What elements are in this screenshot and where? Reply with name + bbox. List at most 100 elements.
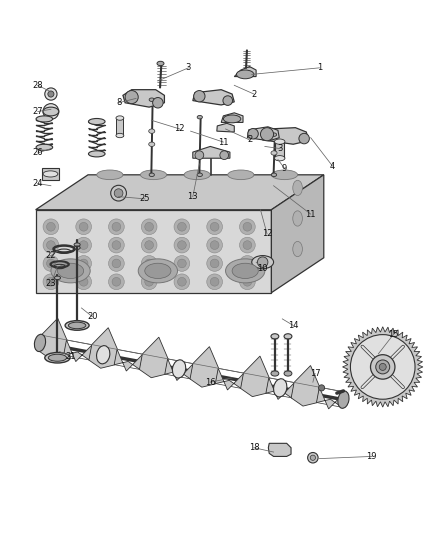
- Circle shape: [195, 151, 204, 159]
- Circle shape: [43, 237, 59, 253]
- Circle shape: [210, 277, 219, 286]
- Ellipse shape: [48, 354, 67, 361]
- Ellipse shape: [237, 70, 254, 79]
- Ellipse shape: [271, 334, 279, 339]
- Polygon shape: [139, 337, 168, 378]
- Circle shape: [112, 277, 121, 286]
- Text: 16: 16: [205, 378, 215, 387]
- Circle shape: [109, 274, 124, 289]
- Circle shape: [46, 222, 55, 231]
- Text: 27: 27: [32, 107, 43, 116]
- Circle shape: [43, 219, 59, 235]
- Ellipse shape: [184, 170, 210, 180]
- Polygon shape: [266, 378, 294, 399]
- Text: 21: 21: [65, 351, 76, 360]
- Polygon shape: [190, 346, 219, 387]
- Text: 11: 11: [218, 138, 229, 147]
- Text: 25: 25: [140, 195, 150, 203]
- Circle shape: [43, 256, 59, 271]
- Ellipse shape: [293, 180, 302, 196]
- Ellipse shape: [74, 243, 80, 246]
- Bar: [275, 142, 285, 158]
- Ellipse shape: [223, 115, 241, 123]
- Ellipse shape: [57, 263, 84, 279]
- Ellipse shape: [293, 211, 302, 226]
- Ellipse shape: [228, 170, 254, 180]
- Text: 24: 24: [32, 179, 43, 188]
- Text: 13: 13: [187, 192, 198, 201]
- Text: 2: 2: [251, 90, 257, 99]
- Ellipse shape: [149, 173, 154, 176]
- Polygon shape: [64, 340, 92, 361]
- Ellipse shape: [54, 276, 60, 280]
- Text: 8: 8: [116, 98, 121, 107]
- Ellipse shape: [36, 116, 53, 122]
- Circle shape: [141, 274, 157, 289]
- Circle shape: [310, 455, 315, 461]
- Text: 9: 9: [282, 164, 287, 173]
- Text: 18: 18: [249, 443, 259, 452]
- Text: 3: 3: [277, 144, 283, 153]
- Circle shape: [210, 241, 219, 249]
- Ellipse shape: [65, 321, 89, 330]
- Circle shape: [240, 274, 255, 289]
- Circle shape: [145, 222, 153, 231]
- Circle shape: [207, 274, 223, 289]
- Circle shape: [145, 241, 153, 249]
- Text: 20: 20: [87, 312, 98, 321]
- Ellipse shape: [96, 345, 110, 364]
- Ellipse shape: [45, 352, 70, 363]
- Circle shape: [174, 256, 190, 271]
- Ellipse shape: [275, 139, 285, 144]
- Circle shape: [46, 277, 55, 286]
- Circle shape: [240, 256, 255, 271]
- Ellipse shape: [43, 171, 58, 177]
- Circle shape: [243, 277, 252, 286]
- Circle shape: [177, 241, 186, 249]
- Ellipse shape: [157, 61, 164, 66]
- Ellipse shape: [88, 118, 105, 125]
- Circle shape: [174, 219, 190, 235]
- Circle shape: [112, 222, 121, 231]
- Circle shape: [76, 219, 92, 235]
- Circle shape: [45, 88, 57, 100]
- Polygon shape: [261, 128, 308, 144]
- Ellipse shape: [232, 263, 258, 279]
- Polygon shape: [221, 113, 243, 123]
- Circle shape: [210, 222, 219, 231]
- Text: 23: 23: [46, 279, 56, 288]
- Polygon shape: [165, 359, 194, 381]
- Circle shape: [207, 237, 223, 253]
- Circle shape: [111, 185, 127, 201]
- Circle shape: [174, 274, 190, 289]
- Circle shape: [243, 259, 252, 268]
- Circle shape: [174, 237, 190, 253]
- Text: 22: 22: [46, 251, 56, 260]
- Circle shape: [194, 91, 205, 102]
- Bar: [42, 168, 59, 180]
- Circle shape: [76, 274, 92, 289]
- Circle shape: [350, 335, 415, 399]
- Circle shape: [207, 219, 223, 235]
- Circle shape: [109, 237, 124, 253]
- Circle shape: [145, 277, 153, 286]
- Ellipse shape: [35, 334, 46, 352]
- Circle shape: [248, 128, 258, 139]
- Polygon shape: [123, 90, 164, 107]
- Ellipse shape: [293, 241, 302, 257]
- Circle shape: [109, 219, 124, 235]
- Polygon shape: [35, 175, 324, 210]
- Text: 3: 3: [186, 63, 191, 72]
- Circle shape: [79, 241, 88, 249]
- Circle shape: [152, 98, 163, 108]
- Circle shape: [141, 237, 157, 253]
- Ellipse shape: [338, 391, 349, 408]
- Ellipse shape: [274, 379, 287, 397]
- Ellipse shape: [272, 133, 277, 136]
- Circle shape: [177, 277, 186, 286]
- Text: 28: 28: [32, 81, 43, 90]
- Text: 10: 10: [258, 264, 268, 273]
- Ellipse shape: [284, 371, 292, 376]
- Circle shape: [141, 256, 157, 271]
- Polygon shape: [272, 175, 324, 293]
